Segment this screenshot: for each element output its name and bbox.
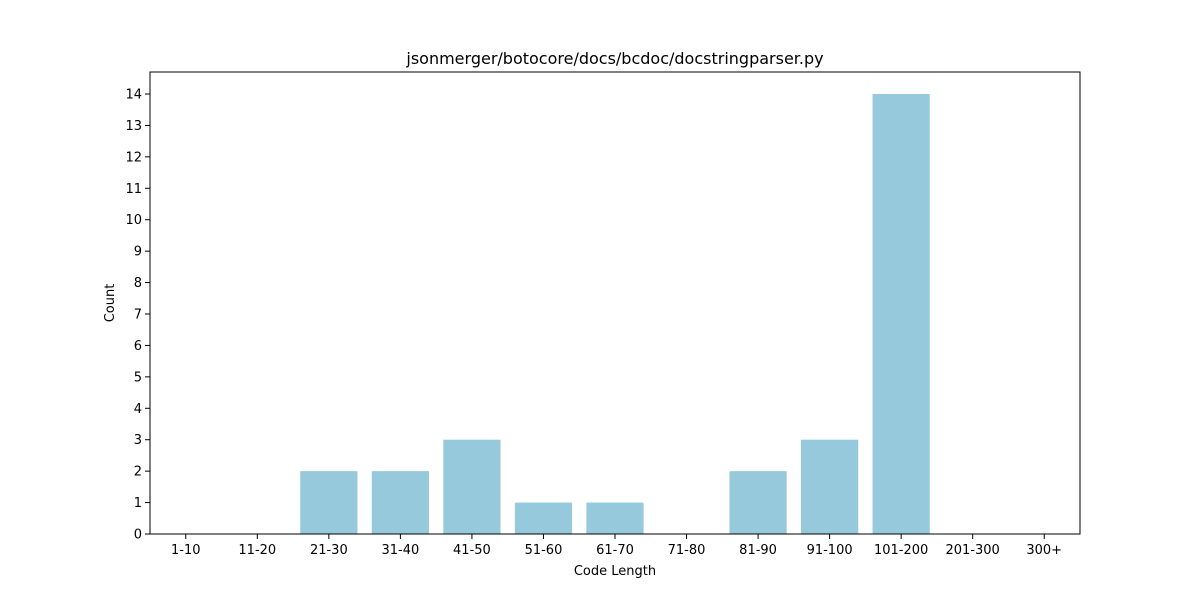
y-axis-label: Count xyxy=(103,284,118,323)
bar-81-90 xyxy=(729,471,787,534)
y-tick-label: 10 xyxy=(125,213,142,228)
y-tick-label: 13 xyxy=(125,119,142,134)
y-tick-label: 12 xyxy=(125,150,142,165)
x-tick-label: 101-200 xyxy=(874,543,928,558)
x-tick-label: 51-60 xyxy=(525,543,563,558)
x-tick-label: 71-80 xyxy=(668,543,706,558)
bar-31-40 xyxy=(371,471,429,534)
y-tick-label: 0 xyxy=(134,528,142,543)
x-tick-label: 21-30 xyxy=(310,543,348,558)
x-tick-label: 201-300 xyxy=(946,543,1000,558)
y-tick-label: 5 xyxy=(134,370,142,385)
x-tick-label: 81-90 xyxy=(739,543,777,558)
bar-101-200 xyxy=(872,94,930,534)
x-tick-label: 61-70 xyxy=(596,543,634,558)
x-axis-label: Code Length xyxy=(574,564,656,579)
plot-frame xyxy=(149,71,1081,535)
x-axis: 1-10 11-20 21-30 31-40 41-50 51-60 61-70 71-80 8… xyxy=(171,534,1062,558)
y-tick-label: 14 xyxy=(125,88,142,103)
bar-21-30 xyxy=(300,471,358,534)
y-tick-label: 11 xyxy=(125,182,142,197)
y-tick-label: 3 xyxy=(134,433,142,448)
x-tick-label: 300+ xyxy=(1026,543,1062,558)
x-tick-label: 41-50 xyxy=(453,543,491,558)
x-tick-label: 11-20 xyxy=(238,543,276,558)
x-tick-label: 31-40 xyxy=(381,543,419,558)
y-tick-label: 1 xyxy=(134,496,142,511)
bars-layer xyxy=(300,94,930,534)
y-tick-label: 2 xyxy=(134,465,142,480)
x-tick-label: 91-100 xyxy=(807,543,853,558)
y-tick-label: 6 xyxy=(134,339,142,354)
y-tick-label: 8 xyxy=(134,276,142,291)
y-tick-label: 4 xyxy=(134,402,142,417)
bar-61-70 xyxy=(586,502,644,534)
x-tick-label: 1-10 xyxy=(171,543,201,558)
y-tick-label: 9 xyxy=(134,245,142,260)
y-tick-label: 7 xyxy=(134,308,142,323)
chart-title: jsonmerger/botocore/docs/bcdoc/docstring… xyxy=(405,49,823,68)
bar-41-50 xyxy=(443,439,501,534)
bar-51-60 xyxy=(514,502,573,534)
bar-91-100 xyxy=(801,439,859,534)
